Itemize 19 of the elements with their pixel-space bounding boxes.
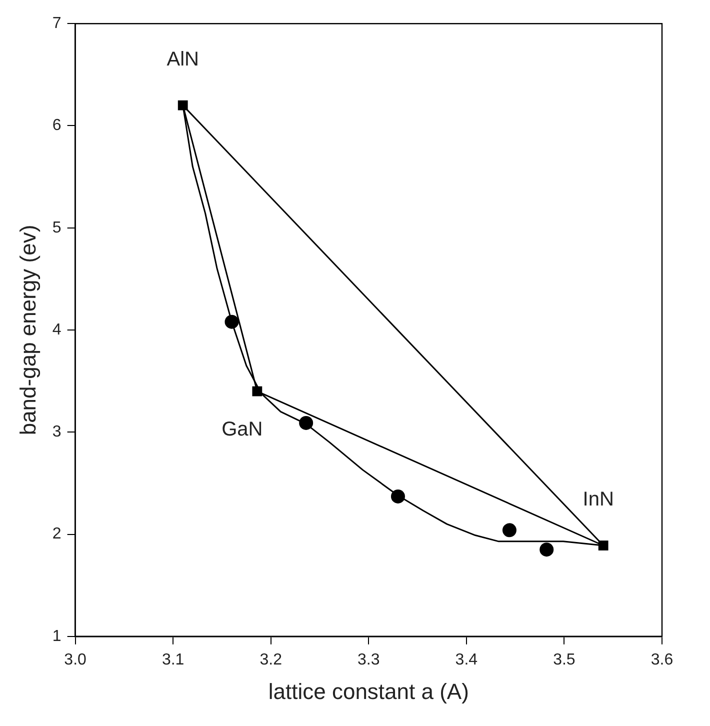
x-tick-label: 3.2 [260, 651, 282, 668]
x-tick-label: 3.3 [358, 651, 380, 668]
annotation: AlN [166, 48, 199, 70]
y-tick-label: 3 [52, 424, 62, 441]
x-tick-label: 3.4 [455, 651, 478, 668]
x-axis-title: lattice constant a (A) [268, 678, 469, 704]
y-tick-label: 6 [52, 117, 62, 134]
y-tick-label: 7 [52, 15, 62, 32]
x-tick-label: 3.0 [64, 651, 87, 668]
annotation: GaN [222, 418, 263, 440]
y-tick-label: 2 [52, 526, 62, 543]
y-tick-label: 5 [52, 219, 62, 236]
annotation: InN [582, 488, 614, 510]
y-tick-label: 1 [52, 628, 62, 645]
x-tick-label: 3.5 [553, 651, 576, 668]
y-axis-title: band-gap energy (ev) [15, 224, 40, 436]
y-tick-label: 4 [52, 321, 62, 338]
x-tick-label: 3.1 [162, 651, 184, 668]
x-tick-label: 3.6 [650, 651, 674, 668]
